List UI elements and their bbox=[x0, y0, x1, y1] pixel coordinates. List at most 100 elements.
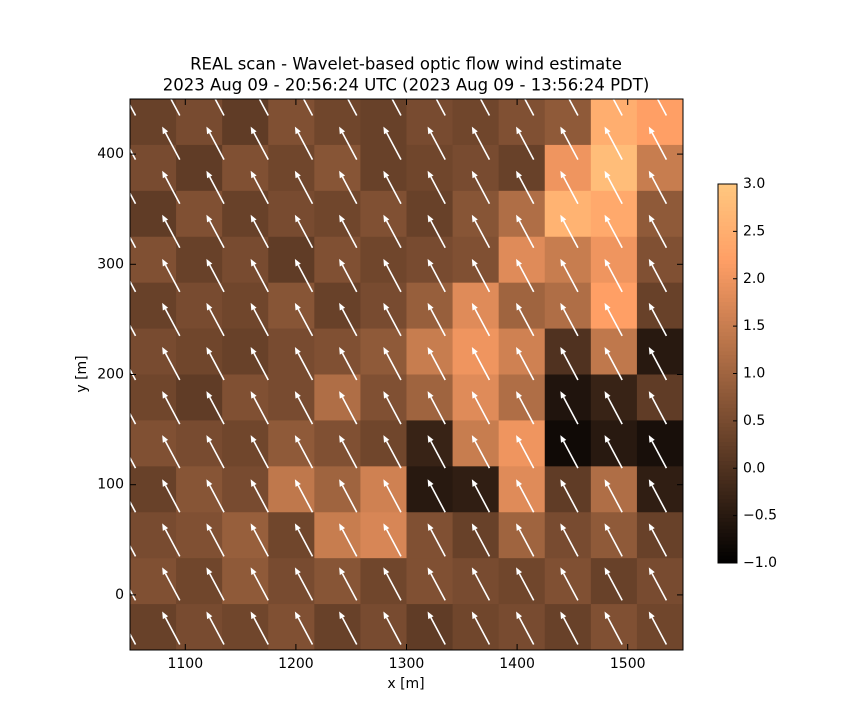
colorbar-step bbox=[718, 210, 737, 215]
arrow-head bbox=[516, 214, 523, 223]
arrow bbox=[206, 258, 225, 293]
arrow-shaft bbox=[253, 352, 269, 381]
heat-cell bbox=[314, 420, 362, 467]
arrow bbox=[471, 302, 491, 337]
arrow-shaft bbox=[302, 99, 314, 116]
arrow-head bbox=[648, 347, 655, 355]
arrow-head bbox=[427, 347, 434, 355]
heat-cell bbox=[176, 558, 223, 605]
colorbar-step bbox=[718, 555, 737, 560]
colorbar-step bbox=[718, 392, 737, 397]
heat-cell bbox=[268, 144, 315, 192]
colorbar-step bbox=[718, 240, 737, 246]
arrow-shaft bbox=[518, 573, 535, 601]
colorbar-tick-label: 1.0 bbox=[743, 366, 765, 382]
heat-cell bbox=[544, 328, 592, 376]
colorbar-step bbox=[718, 221, 737, 227]
arrow-shaft bbox=[164, 573, 181, 601]
heat-cell bbox=[176, 420, 223, 467]
arrow-head bbox=[294, 302, 301, 311]
arrow-head bbox=[206, 126, 213, 135]
arrow-head bbox=[162, 258, 169, 267]
arrow bbox=[339, 479, 358, 513]
arrow-shaft bbox=[341, 352, 358, 381]
arrow-head bbox=[516, 611, 523, 620]
arrow-head bbox=[250, 347, 257, 355]
arrow-head bbox=[648, 302, 655, 311]
colorbar-step bbox=[718, 256, 737, 261]
arrow bbox=[604, 258, 623, 293]
arrow bbox=[339, 523, 358, 557]
arrow bbox=[339, 347, 358, 381]
arrow-head bbox=[471, 567, 478, 575]
arrow-shaft bbox=[607, 617, 623, 645]
arrow-head bbox=[471, 611, 478, 620]
arrow-shaft bbox=[430, 440, 446, 469]
arrow bbox=[250, 302, 269, 337]
arrow-head bbox=[118, 127, 124, 135]
arrow-shaft bbox=[430, 308, 446, 337]
heat-cell bbox=[590, 604, 638, 650]
colorbar-step bbox=[718, 267, 737, 272]
arrow bbox=[130, 632, 137, 645]
colorbar-step bbox=[718, 521, 737, 526]
arrow-head bbox=[162, 214, 169, 223]
arrow-head bbox=[648, 170, 655, 179]
arrow-head bbox=[162, 567, 169, 575]
arrow-head bbox=[118, 215, 124, 223]
heat-cell bbox=[590, 99, 638, 146]
axes: 1100 1200 1300 1400 1500 0 100 200 300 400 bbox=[97, 98, 684, 672]
arrow-head bbox=[604, 435, 611, 443]
heat-cell bbox=[636, 99, 683, 146]
quiver bbox=[118, 99, 668, 645]
arrow-shaft bbox=[562, 176, 579, 205]
arrow-head bbox=[604, 391, 611, 399]
arrow bbox=[250, 567, 269, 601]
arrow-shaft bbox=[297, 220, 314, 249]
arrow-shaft bbox=[164, 617, 181, 645]
arrow-shaft bbox=[518, 352, 535, 381]
colorbar-step bbox=[718, 464, 737, 469]
arrow-head bbox=[294, 479, 301, 487]
arrow bbox=[383, 214, 402, 249]
arrow-head bbox=[250, 126, 257, 135]
arrow-shaft bbox=[562, 529, 579, 557]
arrow bbox=[130, 412, 137, 425]
arrow-shaft bbox=[523, 99, 535, 116]
arrow-shaft bbox=[253, 529, 269, 557]
colorbar-step bbox=[718, 407, 737, 412]
heat-cell bbox=[222, 604, 269, 650]
y-axis-label: y [m] bbox=[74, 355, 90, 392]
heat-cell bbox=[130, 236, 177, 284]
arrow-shaft bbox=[562, 220, 579, 249]
arrow bbox=[471, 170, 491, 205]
arrow bbox=[206, 170, 225, 205]
arrow-shaft bbox=[341, 440, 358, 469]
arrow-head bbox=[516, 258, 523, 267]
arrow-head bbox=[118, 347, 124, 355]
colorbar-step bbox=[718, 559, 737, 564]
arrow bbox=[560, 170, 579, 205]
arrow-head bbox=[250, 258, 257, 267]
arrow-head bbox=[604, 170, 611, 179]
colorbar-step bbox=[718, 278, 737, 284]
heat-cell bbox=[406, 512, 454, 559]
colorbar-step bbox=[718, 339, 737, 344]
heat-cell bbox=[314, 99, 362, 146]
arrow-head bbox=[427, 567, 434, 575]
arrow-shaft bbox=[385, 396, 402, 425]
arrow bbox=[516, 391, 535, 425]
colorbar-step bbox=[718, 218, 737, 223]
colorbar-tick-label: 0.0 bbox=[743, 460, 765, 476]
arrow-shaft bbox=[651, 529, 668, 557]
colorbar-step bbox=[718, 388, 737, 393]
colorbar-step bbox=[718, 237, 737, 242]
arrow-shaft bbox=[562, 132, 579, 160]
arrow-head bbox=[383, 170, 390, 179]
arrow-head bbox=[471, 479, 478, 487]
arrow bbox=[294, 523, 314, 557]
arrow-head bbox=[206, 523, 213, 531]
colorbar-step bbox=[718, 324, 737, 329]
arrow-shaft bbox=[568, 99, 579, 116]
